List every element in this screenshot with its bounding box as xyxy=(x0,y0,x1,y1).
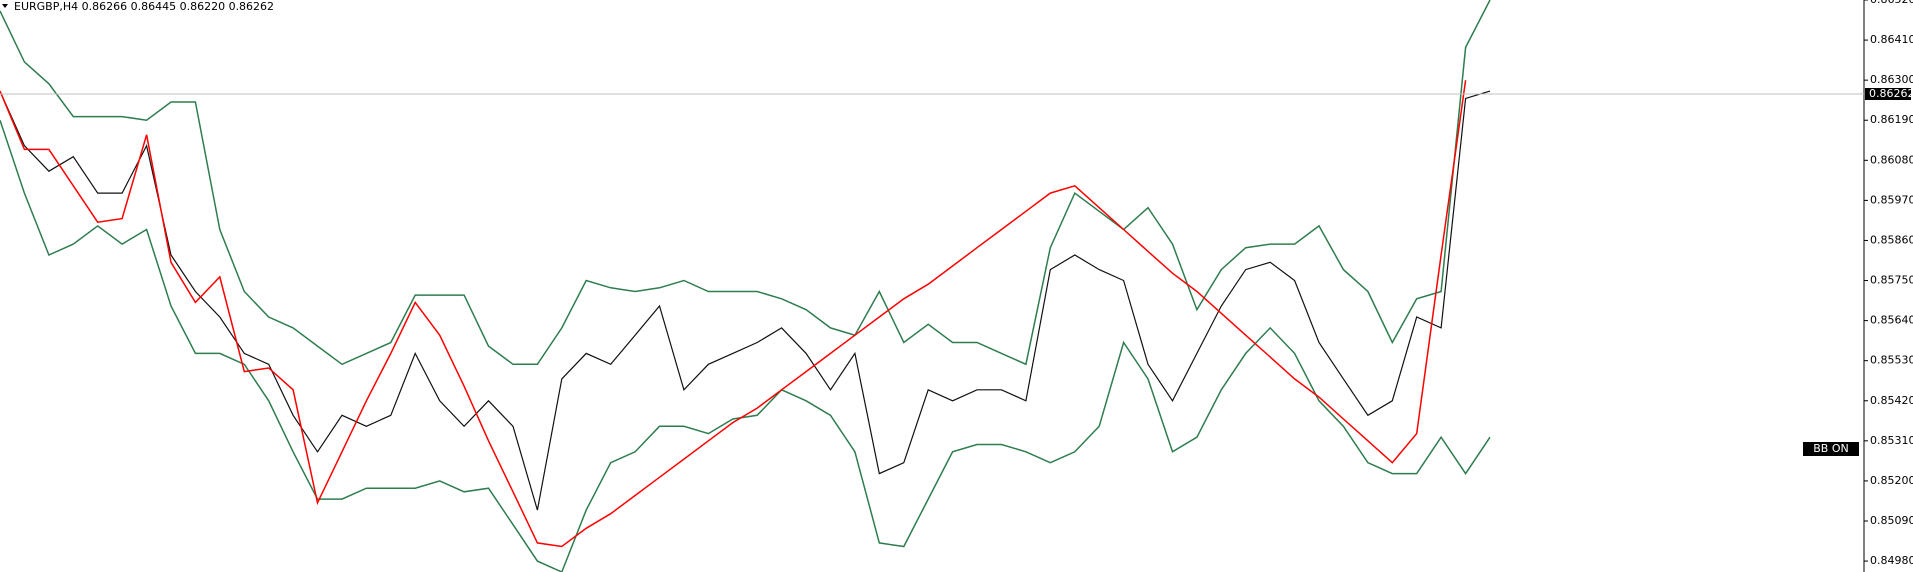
series-line xyxy=(0,0,1491,366)
current-price-box xyxy=(1865,87,1911,100)
y-tick-label: 0.86410 xyxy=(1870,33,1913,46)
annotation-box xyxy=(1803,442,1859,456)
annotation: BB ON xyxy=(1813,442,1848,455)
current-price-label: 0.86262 xyxy=(1869,87,1913,100)
y-tick-label: 0.84980 xyxy=(1870,554,1913,567)
y-tick-label: 0.86080 xyxy=(1870,153,1913,166)
chart-title: EURGBP,H4 0.86266 0.86445 0.86220 0.8626… xyxy=(14,0,274,13)
y-tick-label: 0.85090 xyxy=(1870,514,1913,527)
series-line xyxy=(0,90,1491,511)
menu-arrow xyxy=(2,4,8,8)
y-tick-label: 0.85640 xyxy=(1870,314,1913,327)
y-tick-label: 0.85310 xyxy=(1870,434,1913,447)
y-tick-label: 0.86520 xyxy=(1870,0,1913,6)
y-tick-label: 0.85530 xyxy=(1870,354,1913,367)
series-line xyxy=(0,119,1491,572)
y-tick-label: 0.85860 xyxy=(1870,233,1913,246)
y-tick-label: 0.86300 xyxy=(1870,73,1913,86)
series-line xyxy=(0,80,1467,548)
y-tick-label: 0.85200 xyxy=(1870,474,1913,487)
y-tick-label: 0.85750 xyxy=(1870,274,1913,287)
y-tick-label: 0.85970 xyxy=(1870,193,1913,206)
y-tick-label: 0.86190 xyxy=(1870,113,1913,126)
y-tick-label: 0.85420 xyxy=(1870,394,1913,407)
